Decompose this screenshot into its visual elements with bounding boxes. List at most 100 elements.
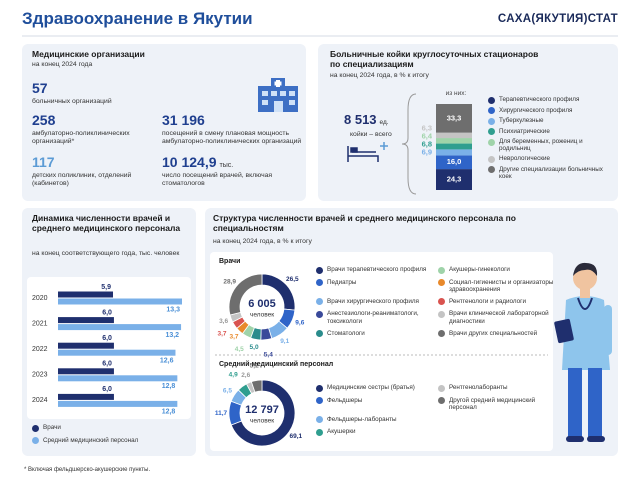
bar [58, 317, 114, 324]
bar [58, 400, 178, 407]
legend-label: Фельдшеры [327, 396, 363, 404]
legend-label: Акушеры-гинекологи [449, 266, 510, 273]
legend-item: Терапевтического профиля [488, 96, 612, 104]
legend-item: Врачи терапевтического профиля [316, 266, 432, 274]
legend-swatch [438, 397, 445, 404]
stat-value: 57 [32, 80, 48, 96]
legend-item: Психиатрические [488, 127, 612, 135]
legend-label: Другой средний медицинский персонал [449, 396, 536, 411]
legend-label: Рентгенолаборанты [449, 384, 508, 391]
legend-item: Врачи хирургического профиля [316, 298, 432, 306]
legend-swatch [488, 166, 495, 174]
value-label: 6,9 [422, 147, 432, 156]
legend-label: Терапевтического профиля [499, 96, 580, 103]
stat-value: 10 124,9 тыс. [162, 154, 233, 170]
center-label: человек [250, 312, 274, 319]
legend-item: Педиатры [316, 279, 432, 293]
legend-item: Для беременных, рожениц и родильниц [488, 138, 612, 152]
value-label: 3,7 [230, 334, 239, 341]
center-value: 6 005 [248, 298, 276, 310]
legend-item: Медицинские сестры (братья) [316, 384, 432, 392]
legend-label: Средний медицинский персонал [43, 436, 139, 444]
legend-swatch [316, 384, 323, 392]
value-label: 6,0 [102, 335, 112, 342]
legend-item: Врачи [32, 424, 182, 432]
legend: Медицинские сестры (братья) Фельдшеры Фель… [316, 384, 548, 436]
bar-segment [436, 104, 472, 133]
value-label: 12,6 [160, 358, 174, 365]
stat-number: 57 [32, 80, 48, 96]
center-label: человек [250, 418, 274, 425]
value-label: 6,0 [102, 386, 112, 393]
brand: САХА(ЯКУТИЯ)СТАТ [497, 13, 618, 25]
stat-number: 258 [32, 112, 56, 128]
legend-label: Педиатры [327, 278, 357, 286]
total-number: 8 513 [344, 112, 377, 127]
value-label: 6,3 [422, 123, 432, 132]
stat-label: число посещений врачей, включая стоматол… [162, 172, 273, 187]
legend-swatch [438, 279, 445, 286]
legend-label: Фельдшеры-лаборанты [327, 415, 397, 423]
panel-title: Динамика численности врачей и среднего м… [32, 213, 181, 233]
panel-subtitle: на конец 2024 года, в % к итогу [330, 72, 429, 79]
stat-label: детских поликлиник, отделений (кабинетов… [32, 172, 132, 187]
legend-swatch [32, 424, 39, 432]
legend-label: Психиатрические [499, 127, 550, 135]
legend: Врачи терапевтического профиля Педиатры Вр… [316, 266, 553, 338]
legend-item: Другой средний медицинский персонал [438, 397, 554, 411]
legend-item: Хирургического профиля [488, 107, 612, 114]
total-label: койки – всего [350, 131, 392, 138]
legend-swatch [488, 96, 495, 104]
legend-label: Неврологические [499, 155, 551, 163]
legend-item: Анестезиологи-реаниматологи, токсикологи [316, 310, 432, 325]
bar [58, 324, 182, 331]
legend-swatch [438, 310, 445, 318]
bar [58, 368, 114, 375]
bar [58, 375, 178, 382]
legend-label: Рентгенологи и радиологи [449, 297, 526, 305]
bed-icon [347, 142, 388, 162]
panel-subtitle: на конец соответствующего года, тыс. чел… [32, 250, 180, 257]
value-label: 6,5 [223, 388, 232, 395]
bar-segment [436, 143, 472, 150]
stat-number: 31 196 [162, 112, 205, 128]
bar [58, 342, 114, 349]
value-label: 28,9 [223, 278, 236, 285]
legend-item: Социал-гигиенисты и организаторы здравоо… [438, 279, 554, 293]
donut-segment [228, 273, 263, 316]
legend-item: Фельдшеры-лаборанты [316, 416, 432, 424]
panel-subtitle: на конец 2024 года, в % к итогу [213, 238, 312, 245]
stat-value: 258 [32, 112, 55, 128]
stat-label: амбулаторно-поликлинических организаций* [32, 130, 130, 145]
bar-segment [436, 155, 472, 170]
center-value: 12 797 [245, 404, 279, 416]
value-label: 5,4 [264, 351, 273, 358]
legend-item: Рентгенологи и радиологи [438, 298, 554, 306]
value-label: 5,9 [101, 284, 111, 291]
value-label: 24,3 [447, 175, 462, 184]
legend-label: Другие специализации больничных коек [499, 165, 603, 181]
legend-swatch [438, 298, 445, 306]
value-label: 6,0 [102, 309, 112, 316]
y-tick-label: 2021 [32, 320, 48, 327]
total-value: 8 513 ед. [344, 112, 389, 128]
panel [22, 44, 306, 201]
value-label: 16,0 [447, 157, 462, 166]
legend-swatch [488, 117, 495, 125]
bar [58, 393, 114, 400]
legend-item: Рентгенолаборанты [438, 384, 554, 392]
legend-label: Социал-гигиенисты и организаторы здравоо… [449, 278, 554, 293]
value-label: 6,4 [422, 131, 433, 140]
value-label: 9,1 [280, 338, 289, 345]
legend-swatch [316, 310, 323, 318]
legend-label: Врачи других специальностей [449, 329, 538, 337]
value-label: 2,6 [241, 372, 250, 379]
legend-swatch [316, 330, 323, 338]
bracket [401, 93, 417, 195]
stat-label: больничных организаций [32, 98, 112, 105]
panel-title: Больничные койки круглосуточных стациона… [330, 49, 539, 69]
y-tick-label: 2020 [32, 295, 48, 302]
value-label: 69,1 [290, 433, 303, 440]
value-label: 12,8 [162, 383, 176, 390]
legend-swatch [438, 266, 445, 274]
